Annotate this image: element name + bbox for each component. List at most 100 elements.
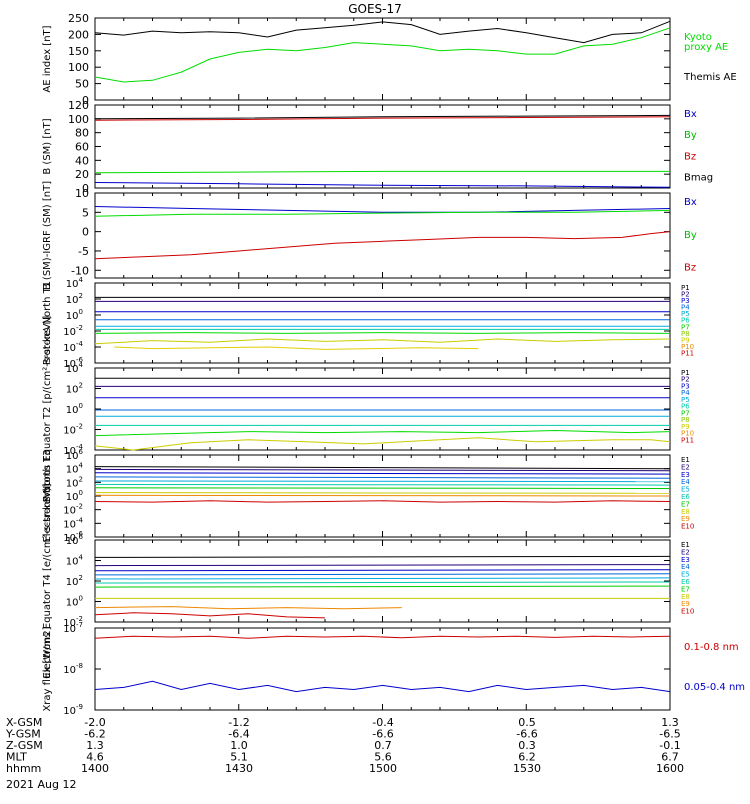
y-tick-label: 104: [66, 462, 84, 476]
y-tick-label: 100: [66, 402, 83, 416]
legend-label: Bx: [684, 197, 697, 208]
ephemeris-value: 6.2: [518, 751, 536, 764]
y-tick-label: 0: [82, 94, 89, 107]
y-tick-label: 10-2: [63, 423, 83, 437]
y-tick-label: 102: [66, 292, 83, 306]
series-line-e7: [94, 585, 671, 588]
ephemeris-row-label: hhmm: [6, 762, 41, 775]
legend-label: P11: [681, 349, 694, 357]
series-line-e3: [94, 569, 671, 572]
series-line-e4: [94, 573, 671, 576]
legend-label: E6: [681, 578, 690, 586]
y-tick-label: 10-7: [63, 621, 83, 635]
legend-label: E9: [681, 515, 690, 523]
series-line-e10: [94, 500, 671, 503]
ephemeris-value: -2.0: [84, 716, 105, 729]
series-line-e1: [94, 466, 671, 470]
y-tick-label: 200: [68, 28, 89, 41]
series-line-e3: [94, 472, 671, 475]
legend-label: E10: [681, 523, 694, 531]
legend-label: E3: [681, 471, 690, 479]
y-tick-label: 150: [68, 45, 89, 58]
panel-frame: [94, 627, 671, 711]
series-line-e9: [94, 494, 671, 497]
legend-label: P6: [681, 317, 690, 325]
y-axis-label: B (SM) [nT]: [42, 118, 53, 174]
series-line-e5: [94, 480, 671, 483]
y-axis-label: B (SM)-IGRF (SM) [nT]: [42, 181, 53, 290]
y-tick-label: 102: [66, 382, 83, 396]
legend-label: E5: [681, 486, 690, 494]
series-line-p8: [94, 338, 671, 345]
series-line-bx: [94, 206, 671, 213]
legend-label: P9: [681, 336, 690, 344]
legend-label: P4: [681, 304, 690, 312]
legend-label: E4: [681, 478, 690, 486]
y-tick-label: 10-2: [63, 324, 83, 338]
series-line-p7: [94, 332, 671, 334]
legend-label: E5: [681, 571, 690, 579]
ephemeris-value: 0.5: [518, 716, 536, 729]
panel-frame: [94, 282, 671, 364]
legend-label: P3: [681, 297, 690, 305]
legend-label: E1: [681, 541, 690, 549]
ephemeris-value: -6.4: [228, 728, 249, 741]
ephemeris-value: 1.0: [230, 739, 248, 752]
legend-label: E2: [681, 548, 690, 556]
ephemeris-value: -6.5: [659, 728, 680, 741]
legend-label: Bmag: [684, 173, 713, 184]
legend-label: P6: [681, 403, 690, 411]
ephemeris-value: 1.3: [661, 716, 679, 729]
series-line-e1: [94, 555, 671, 558]
legend-label: Bx: [684, 109, 697, 120]
panel-3: -10 -5 0 5 10 B (SM)-IGRF (SM) [nT] Bx By Bz: [42, 181, 697, 290]
legend-label: proxy AE: [684, 42, 728, 53]
y-tick-label: -5: [78, 245, 89, 258]
legend-label: 0.05-0.4 nm: [684, 682, 745, 693]
y-tick-label: 0: [82, 226, 89, 239]
series-line-0-05-0-4-nm: [94, 680, 671, 693]
panel-8: 10-9 10-8 10-7 Xray flux [W/m2] 0.1-0.8 nm 0.…: [42, 621, 745, 717]
legend-label: P1: [681, 369, 690, 377]
series-line-e4: [94, 476, 671, 479]
y-tick-label: 100: [66, 308, 83, 322]
ephemeris-row-label: MLT: [6, 751, 27, 764]
series-line-e6: [94, 581, 671, 584]
ephemeris-value: -0.4: [372, 716, 393, 729]
ephemeris-value: -6.6: [372, 728, 393, 741]
y-tick-label: 50: [75, 78, 89, 91]
legend-label: 0.1-0.8 nm: [684, 642, 739, 653]
panel-frame: [94, 192, 671, 279]
series-line-e5: [94, 577, 671, 580]
ephemeris-value: 6.7: [661, 751, 679, 764]
ephemeris-value: 1500: [369, 762, 397, 775]
ephemeris-value: 5.6: [374, 751, 392, 764]
series-line-by: [94, 170, 670, 174]
legend-label: P10: [681, 430, 694, 438]
series-line-bmag: [94, 114, 671, 120]
ephemeris-value: -6.6: [516, 728, 537, 741]
ephemeris-value: 0.7: [374, 739, 392, 752]
series-line-e2: [94, 564, 671, 567]
legend-label: P5: [681, 310, 690, 318]
y-tick-label: 20: [75, 168, 89, 181]
y-tick-label: 10-2: [63, 503, 83, 517]
legend-label: E8: [681, 508, 690, 516]
legend-label: E7: [681, 500, 690, 508]
ephemeris-value: 1400: [81, 762, 109, 775]
y-tick-label: 106: [66, 533, 84, 547]
y-tick-label: 100: [68, 61, 89, 74]
legend-label: Themis AE: [683, 72, 737, 83]
y-tick-label: 100: [66, 595, 83, 609]
y-axis-label: Protons Equator T2 [p/(cm²-s-sr-keV)]: [42, 316, 53, 503]
legend-label: P1: [681, 284, 690, 292]
series-line-bx: [94, 182, 671, 188]
y-tick-label: 10-9: [63, 703, 83, 717]
panel-frame: [94, 539, 671, 623]
ephemeris-value: -6.2: [84, 728, 105, 741]
legend-label: P8: [681, 330, 690, 338]
